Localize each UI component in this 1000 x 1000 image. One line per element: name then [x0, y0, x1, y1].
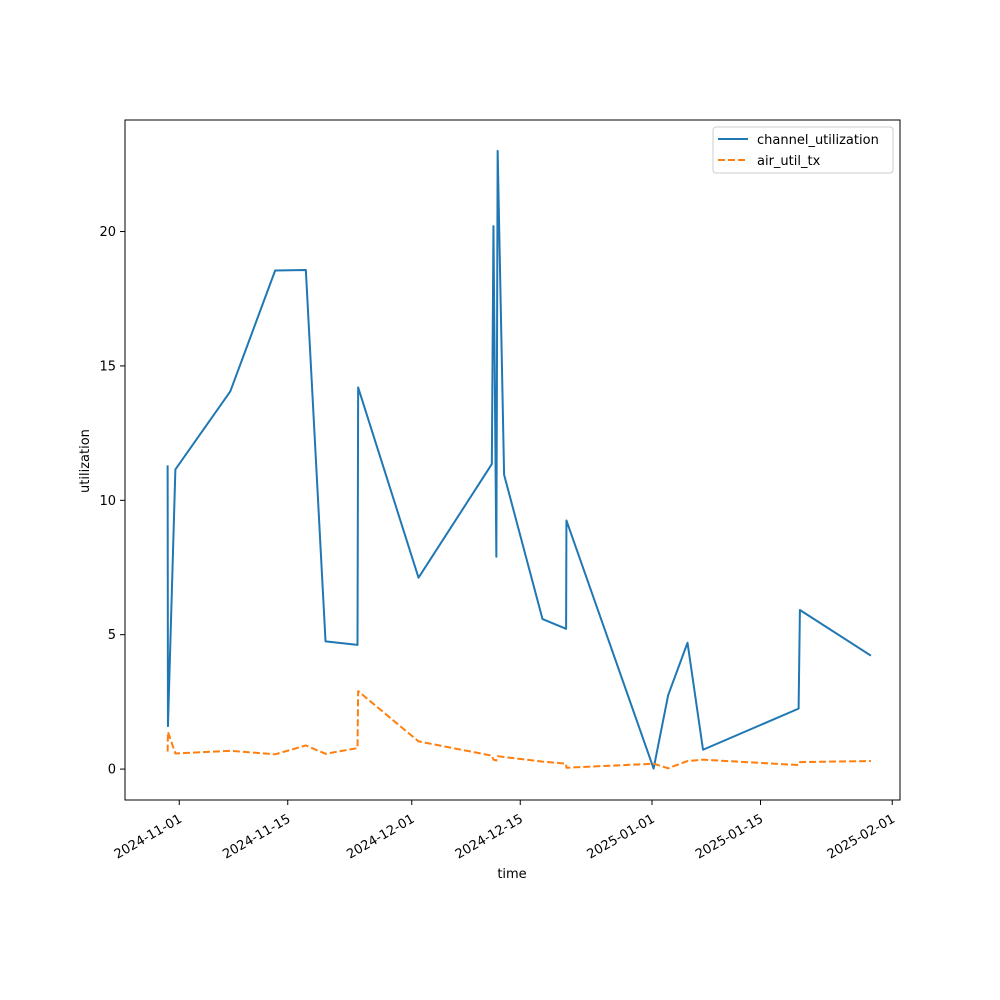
- y-tick-label: 20: [99, 225, 116, 240]
- y-axis: 0 5 10 15 20: [99, 225, 125, 778]
- legend-label-air-util-tx: air_util_tx: [757, 154, 821, 169]
- legend-box: [712, 126, 894, 174]
- y-tick-label: 0: [108, 763, 116, 778]
- plot-area: [166, 149, 872, 770]
- y-tick-label: 10: [99, 494, 116, 509]
- legend-label-channel-utilization: channel_utilization: [757, 133, 879, 148]
- series-line-channel-utilization: [166, 149, 872, 770]
- x-axis-label: time: [497, 867, 526, 882]
- y-axis-label: utilization: [78, 429, 93, 493]
- y-tick-label: 15: [99, 359, 116, 374]
- legend: channel_utilization air_util_tx: [712, 126, 894, 174]
- axes-frame: [124, 119, 901, 801]
- series-line-air-util-tx: [166, 690, 871, 770]
- y-tick-label: 5: [108, 628, 116, 643]
